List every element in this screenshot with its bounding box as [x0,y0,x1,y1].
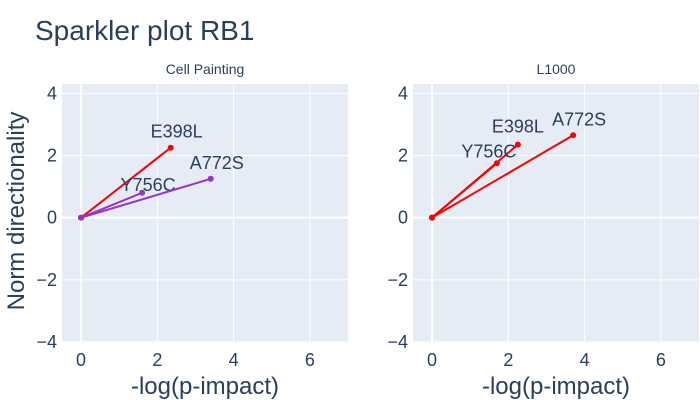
x-tick-label: 4 [580,350,590,370]
data-point [514,141,521,148]
x-tick-label: 4 [229,350,239,370]
x-tick-label: 6 [305,350,315,370]
subplot-title: Cell Painting [166,61,245,77]
y-tick-label: 4 [398,83,408,103]
y-tick-label: 0 [398,208,408,228]
subplot-title: L1000 [537,61,576,77]
y-axis-title: Norm directionality [3,112,30,311]
x-tick-label: 6 [656,350,666,370]
data-point [429,214,436,221]
point-label: E398L [151,122,203,142]
y-tick-label: −2 [387,270,408,290]
y-tick-label: −4 [387,332,408,352]
point-label: Y756C [461,141,516,161]
data-point [570,132,577,139]
point-label: A772S [552,109,606,129]
subplot-panels: Cell Painting 0 2 4 6 −4 −2 0 2 4 -log(p-impact) E3… [36,61,699,400]
data-point [78,214,85,221]
data-point [139,189,146,196]
series-line [80,177,212,219]
y-tick-label: 4 [47,83,57,103]
subplot-0: Cell Painting 0 2 4 6 −4 −2 0 2 4 -log(p-impact) E3… [36,61,348,400]
point-label: E398L [492,117,544,137]
figure-title: Sparkler plot RB1 [35,15,254,46]
plot-area [62,84,348,342]
series-line [80,191,143,219]
series-A772S: A772S [429,109,606,221]
y-tick-label: −2 [36,270,57,290]
data-point [207,175,214,182]
y-tick-label: 0 [47,208,57,228]
series-line [431,162,498,219]
series-A772S: A772S [78,153,244,221]
x-tick-label: 2 [152,350,162,370]
y-tick-label: −4 [36,332,57,352]
point-label: A772S [190,153,244,173]
series-line [80,146,172,219]
plot-area [413,84,699,342]
subplot-1: L1000 0 2 4 6 −4 −2 0 2 4 -log(p-impact) E398L Y756C… [387,61,699,400]
point-label: Y756C [121,175,176,195]
data-point [493,160,500,167]
x-tick-label: 2 [503,350,513,370]
data-point [167,144,174,151]
x-axis-title: -log(p-impact) [482,373,630,400]
x-tick-label: 0 [427,350,437,370]
y-tick-label: 2 [47,145,57,165]
x-tick-label: 0 [76,350,86,370]
x-axis-title: -log(p-impact) [131,373,279,400]
series-line [431,134,574,219]
y-tick-label: 2 [398,145,408,165]
